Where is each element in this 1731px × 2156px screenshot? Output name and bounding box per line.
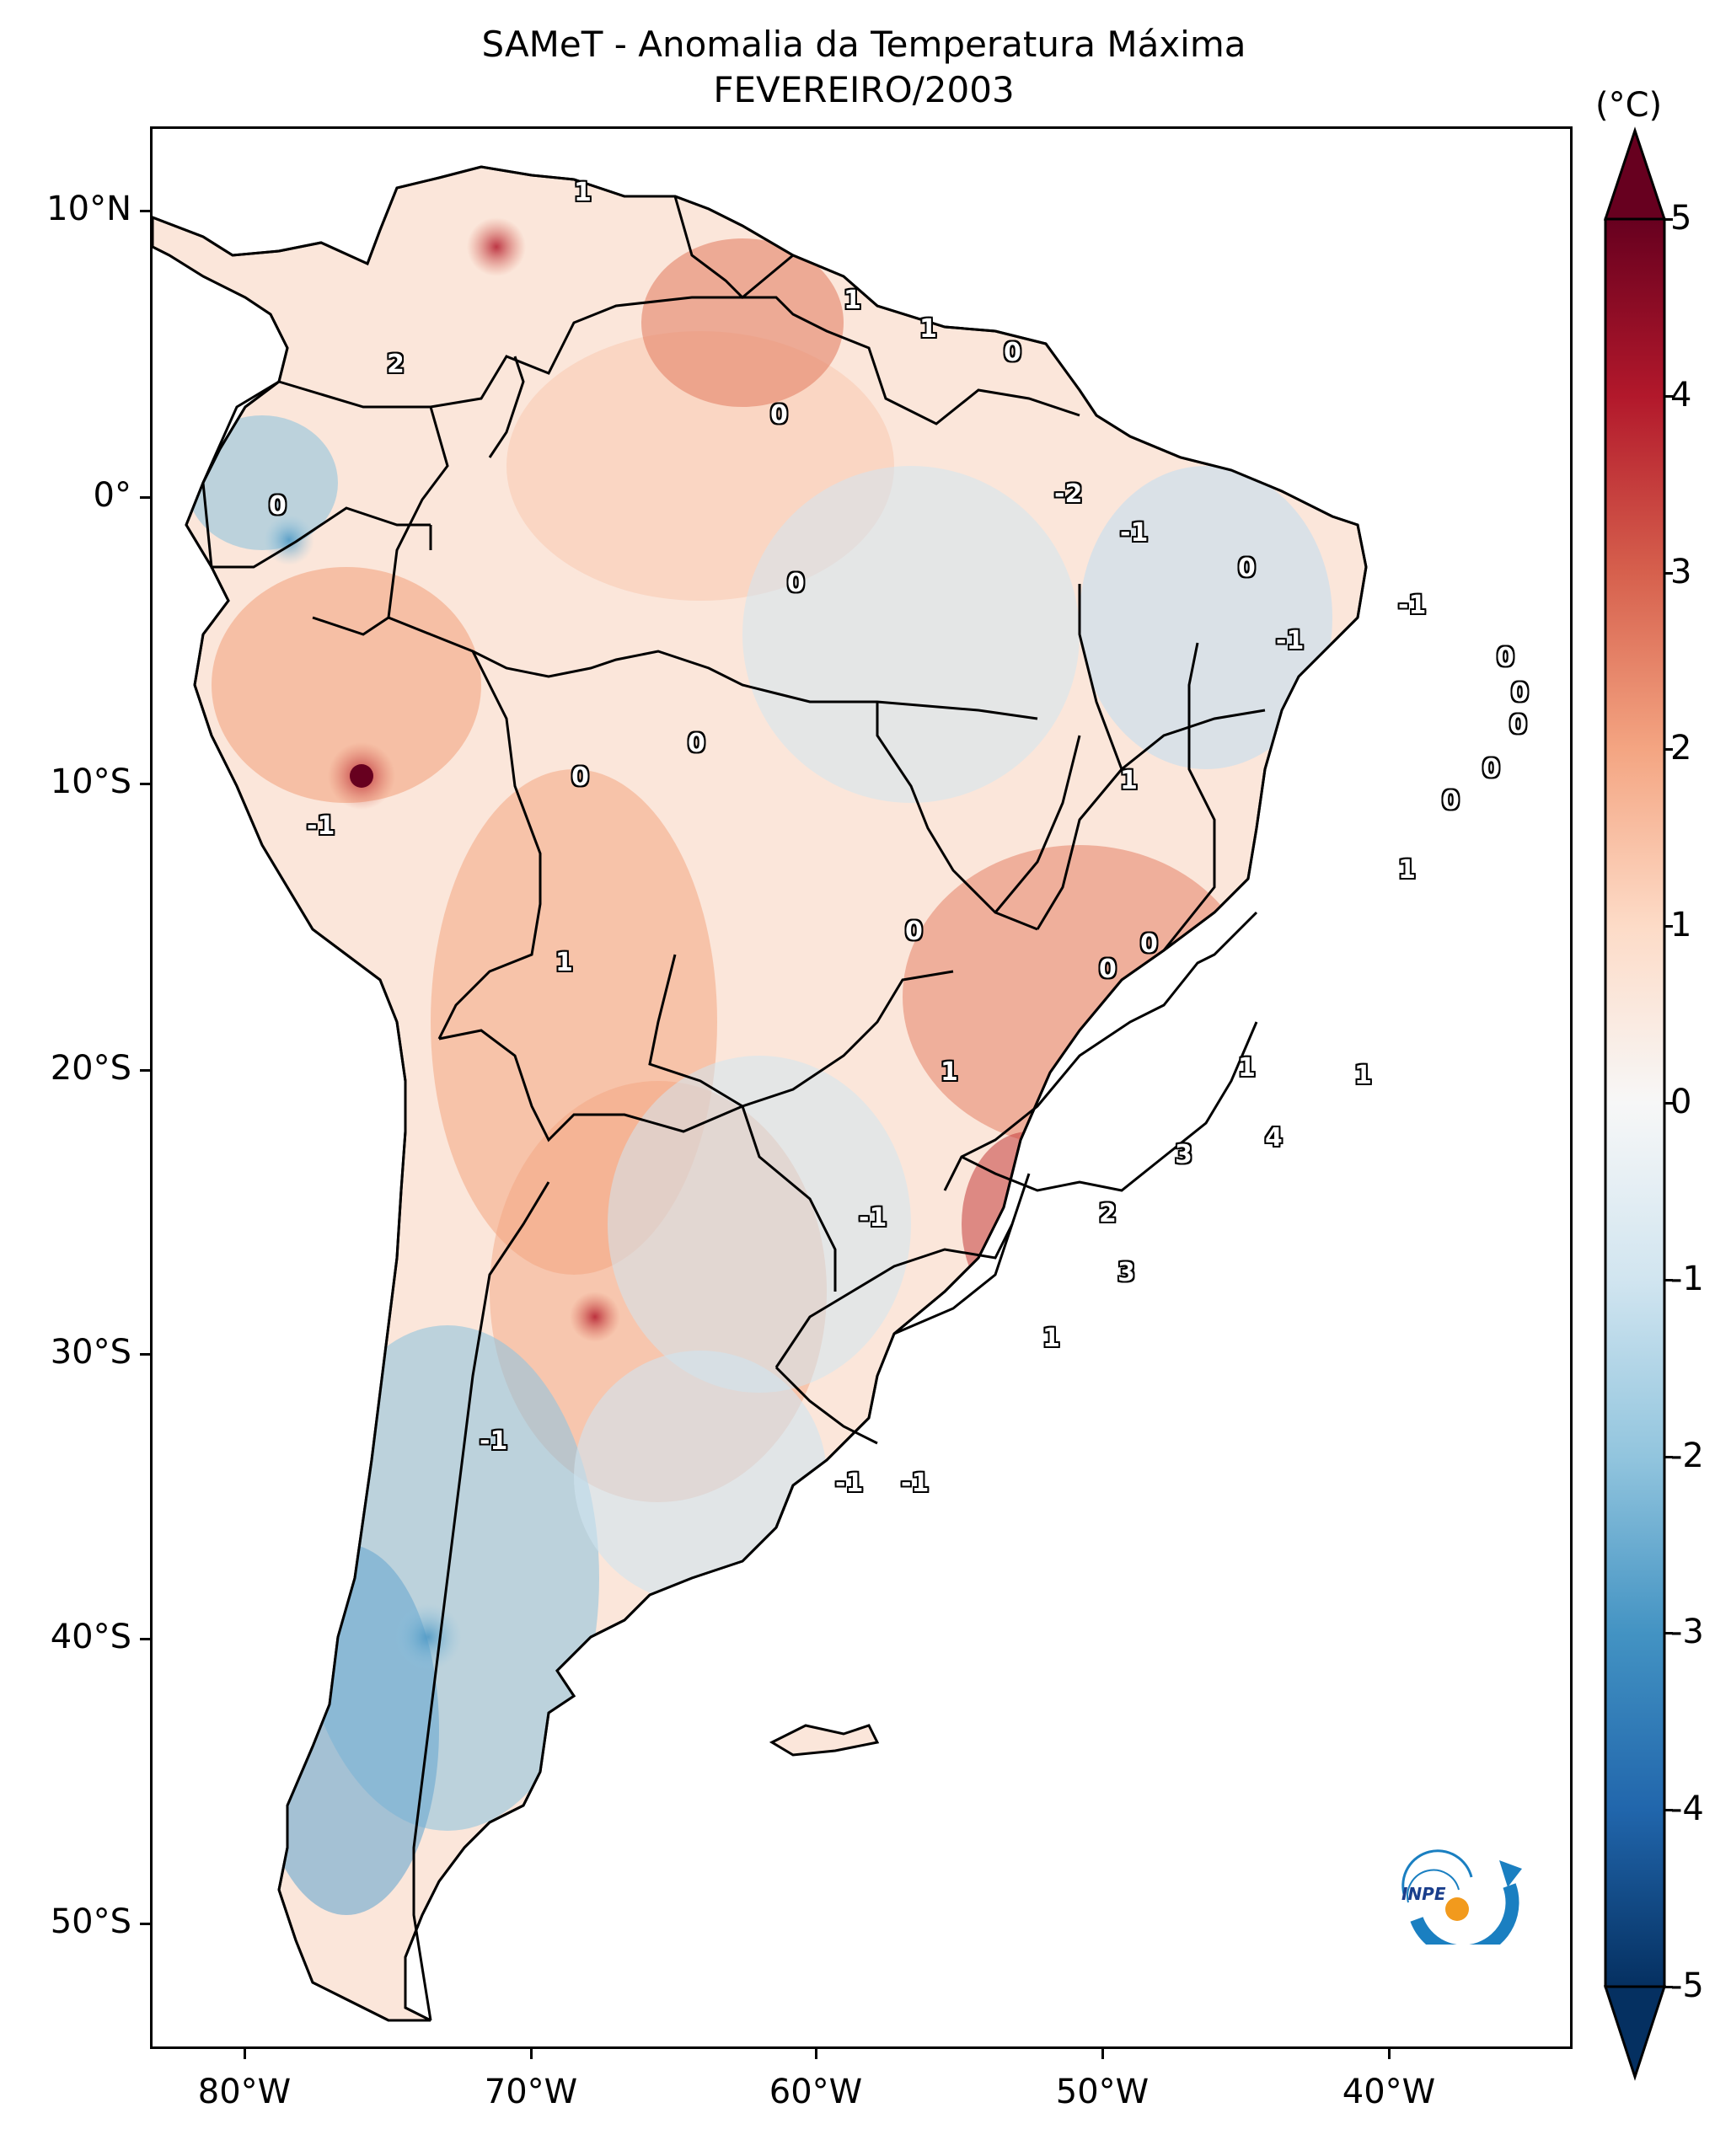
contour-label: 3: [1175, 1140, 1192, 1169]
lat-tick: [140, 1923, 150, 1925]
colorbar-tick-label: 0: [1670, 1083, 1692, 1121]
contour-label: 1: [1042, 1324, 1060, 1353]
contour-label: 0: [905, 917, 923, 946]
colorbar-tick: [1664, 571, 1673, 575]
contour-label: 1: [1398, 855, 1416, 885]
contour-label: -1: [307, 811, 335, 841]
contour-label: 1: [1354, 1061, 1372, 1090]
contour-label: -1: [1120, 518, 1149, 548]
contour-label: 0: [571, 762, 589, 792]
lat-label: 30°S: [50, 1333, 131, 1372]
colorbar-tick: [1664, 1455, 1673, 1458]
inpe-logo-text: INPE: [1401, 1884, 1446, 1904]
lat-label: 10°S: [50, 762, 131, 801]
contour-label: 0: [1509, 710, 1527, 740]
lon-tick: [1388, 2049, 1391, 2059]
colorbar-tick: [1664, 218, 1673, 221]
contour-label: 0: [1511, 678, 1529, 708]
contour-label: 1: [844, 286, 861, 315]
colorbar-tick-label: 3: [1670, 552, 1692, 591]
colorbar-body: [1604, 217, 1666, 1988]
contour-label: 0: [1442, 786, 1460, 816]
contour-label: 0: [1004, 338, 1021, 367]
colorbar-tick-label: 2: [1670, 729, 1692, 768]
colorbar-tick: [1664, 1986, 1673, 1988]
colorbar-extend-max: [1603, 126, 1667, 221]
contour-label: 1: [919, 314, 937, 344]
lon-label: 50°W: [1055, 2073, 1150, 2111]
colorbar-tick-label: 4: [1670, 375, 1692, 415]
lon-label: 60°W: [769, 2073, 863, 2111]
contour-label: 0: [1497, 643, 1514, 672]
lat-label: 40°S: [50, 1618, 131, 1656]
map-svg: [153, 165, 1368, 2022]
colorbar-tick: [1664, 1278, 1673, 1281]
colorbar-tick-label: -2: [1670, 1436, 1704, 1475]
inpe-logo: INPE: [1391, 1835, 1526, 1959]
contour-label: -1: [1398, 591, 1427, 620]
title-line-1: SAMeT - Anomalia da Temperatura Máxima: [481, 24, 1246, 65]
lat-label: 20°S: [50, 1049, 131, 1088]
contour-label: 0: [787, 569, 805, 598]
contour-label: -1: [480, 1426, 508, 1456]
contour-label: -1: [901, 1469, 930, 1498]
lon-tick: [815, 2049, 817, 2059]
lat-label: 50°S: [50, 1902, 131, 1941]
colorbar-scale: [1603, 126, 1667, 2081]
lat-tick: [140, 210, 150, 212]
colorbar-tick-label: -4: [1670, 1790, 1704, 1829]
country-borders: [201, 195, 1266, 2021]
contour-label: 2: [387, 350, 405, 379]
colorbar-unit: (°C): [1595, 86, 1663, 125]
contour-label: 1: [941, 1057, 958, 1087]
colorbar-tick: [1664, 1102, 1673, 1105]
colorbar-tick: [1664, 394, 1673, 398]
lat-tick: [140, 783, 150, 785]
lat-tick: [140, 496, 150, 499]
contour-label: 1: [555, 948, 573, 977]
contour-label: 4: [1265, 1123, 1283, 1153]
contour-label: 0: [269, 491, 287, 521]
colorbar-tick: [1664, 1632, 1673, 1635]
lon-tick: [530, 2049, 533, 2059]
contour-label: 1: [1238, 1053, 1256, 1083]
map-panel: 1 1 1 0 2 0 0 -2 -1 0 0 -1 -1 0 0 0 0 0 …: [150, 126, 1573, 2049]
colorbar-tick: [1664, 748, 1673, 752]
continent-outline: [153, 165, 1368, 2022]
colorbar-tick-label: 5: [1670, 199, 1692, 238]
colorbar-extend-min: [1603, 1985, 1667, 2081]
lon-label: 80°W: [197, 2073, 292, 2111]
lat-label: 10°N: [46, 190, 131, 228]
contour-label: 1: [1120, 766, 1138, 795]
contour-label: 0: [1238, 554, 1256, 583]
colorbar-tick-label: 1: [1670, 906, 1692, 945]
title-line-2: FEVEREIRO/2003: [713, 69, 1015, 110]
lon-tick: [244, 2049, 246, 2059]
lon-label: 40°W: [1342, 2073, 1436, 2111]
lat-tick: [140, 1353, 150, 1356]
lat-tick: [140, 1638, 150, 1640]
lon-label: 70°W: [484, 2073, 578, 2111]
falkland-islands: [769, 1724, 880, 1757]
lat-tick: [140, 1069, 150, 1072]
contour-label: 0: [1140, 929, 1158, 959]
colorbar-tick-label: -3: [1670, 1613, 1704, 1652]
contour-label: -1: [1276, 626, 1305, 655]
lon-tick: [1101, 2049, 1104, 2059]
colorbar-tick-label: -1: [1670, 1259, 1704, 1298]
lat-label: 0°: [93, 476, 131, 515]
colorbar-tick-label: -5: [1670, 1966, 1704, 2005]
contour-label: 1: [574, 178, 592, 207]
contour-label: 0: [1482, 754, 1500, 784]
contour-label: -2: [1054, 479, 1083, 509]
contour-label: 2: [1099, 1199, 1117, 1228]
contour-label: -1: [835, 1469, 864, 1498]
contour-label: 3: [1117, 1258, 1135, 1287]
contour-label: 0: [688, 729, 705, 758]
contour-label: 0: [770, 400, 788, 430]
colorbar-tick: [1664, 925, 1673, 928]
contour-label: -1: [859, 1203, 887, 1233]
colorbar-tick: [1664, 1809, 1673, 1812]
contour-label: 0: [1099, 955, 1117, 984]
